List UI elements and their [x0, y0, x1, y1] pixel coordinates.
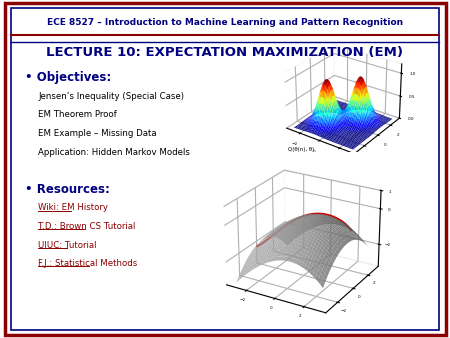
- Text: Application: Hidden Markov Models: Application: Hidden Markov Models: [38, 148, 190, 156]
- Text: LECTURE 10: EXPECTATION MAXIMIZATION (EM): LECTURE 10: EXPECTATION MAXIMIZATION (EM…: [46, 46, 404, 59]
- Text: • Resources:: • Resources:: [25, 183, 110, 196]
- Text: • Objectives:: • Objectives:: [25, 71, 111, 84]
- Text: EM Example – Missing Data: EM Example – Missing Data: [38, 129, 157, 138]
- Text: EM Theorem Proof: EM Theorem Proof: [38, 111, 117, 119]
- Text: F.J.: Statistical Methods: F.J.: Statistical Methods: [38, 259, 138, 268]
- Text: T.D.: Brown CS Tutorial: T.D.: Brown CS Tutorial: [38, 222, 135, 231]
- Text: UIUC: Tutorial: UIUC: Tutorial: [38, 241, 97, 249]
- Text: Wiki: EM History: Wiki: EM History: [38, 203, 108, 212]
- Title: Q(θ(n), θ): Q(θ(n), θ): [288, 147, 315, 152]
- Text: Jensen’s Inequality (Special Case): Jensen’s Inequality (Special Case): [38, 92, 184, 101]
- Text: ECE 8527 – Introduction to Machine Learning and Pattern Recognition: ECE 8527 – Introduction to Machine Learn…: [47, 18, 403, 27]
